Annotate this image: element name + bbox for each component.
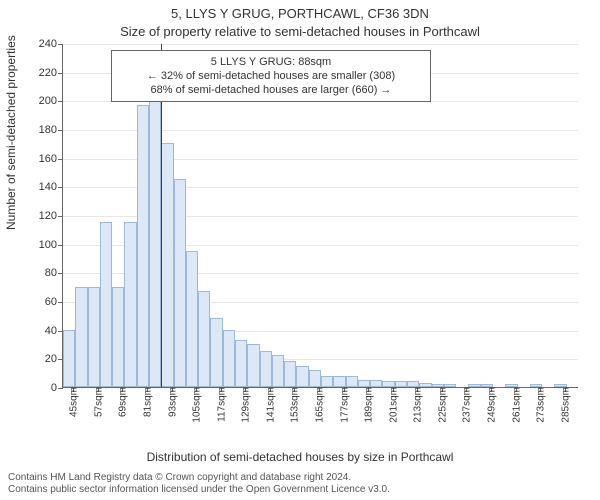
ytick-label: 180 — [39, 124, 63, 136]
plot-area: 02040608010012014016018020022024045sqm57… — [62, 44, 578, 388]
xtick-label: 213sqm — [411, 387, 424, 423]
xtick-label: 117sqm — [214, 387, 227, 422]
xtick-label: 153sqm — [288, 387, 301, 423]
ytick-label: 120 — [39, 210, 63, 222]
xtick-label: 189sqm — [362, 387, 375, 423]
histogram-bar — [75, 287, 87, 387]
ytick-label: 0 — [51, 382, 63, 394]
histogram-bar — [161, 143, 173, 387]
annotation-box: 5 LLYS Y GRUG: 88sqm ← 32% of semi-detac… — [111, 50, 431, 102]
ytick-label: 200 — [39, 95, 63, 107]
histogram-bar — [124, 222, 136, 387]
histogram-bar — [260, 351, 272, 387]
xtick-label: 273sqm — [534, 387, 547, 423]
xtick-label: 93sqm — [165, 387, 178, 417]
xtick-label: 45sqm — [67, 387, 80, 417]
histogram-bar — [210, 318, 222, 387]
chart-title-line2: Size of property relative to semi-detach… — [0, 24, 600, 39]
xtick-label: 237sqm — [460, 387, 473, 423]
xtick-label: 249sqm — [484, 387, 497, 423]
xtick-label: 177sqm — [337, 387, 350, 423]
histogram-bar — [63, 330, 75, 387]
xtick-label: 105sqm — [190, 387, 203, 423]
chart-title-line1: 5, LLYS Y GRUG, PORTHCAWL, CF36 3DN — [0, 6, 600, 21]
xtick-label: 225sqm — [435, 387, 448, 423]
histogram-bar — [309, 370, 321, 387]
x-axis-label: Distribution of semi-detached houses by … — [0, 450, 600, 464]
histogram-bar — [137, 105, 149, 387]
histogram-bar — [149, 79, 161, 387]
ytick-label: 140 — [39, 181, 63, 193]
ytick-label: 100 — [39, 239, 63, 251]
xtick-label: 285sqm — [558, 387, 571, 423]
histogram-bar — [174, 179, 186, 387]
histogram-bar — [296, 366, 308, 388]
gridline — [63, 44, 578, 45]
histogram-bar — [272, 355, 284, 387]
histogram-bar — [88, 287, 100, 387]
xtick-label: 201sqm — [386, 387, 399, 423]
histogram-bar — [284, 361, 296, 387]
histogram-bar — [100, 222, 112, 387]
attribution-line1: Contains HM Land Registry data © Crown c… — [8, 472, 600, 484]
attribution-line2: Contains public sector information licen… — [8, 484, 600, 496]
histogram-bar — [186, 251, 198, 387]
xtick-label: 69sqm — [116, 387, 129, 417]
ytick-label: 80 — [45, 267, 63, 279]
xtick-label: 261sqm — [509, 387, 522, 423]
histogram-bar — [247, 344, 259, 387]
histogram-bar — [370, 380, 382, 387]
ytick-label: 220 — [39, 67, 63, 79]
annotation-line2: ← 32% of semi-detached houses are smalle… — [120, 69, 422, 83]
ytick-label: 240 — [39, 38, 63, 50]
xtick-label: 165sqm — [312, 387, 325, 423]
y-axis-label: Number of semi-detached properties — [4, 35, 18, 230]
histogram-bar — [112, 287, 124, 387]
histogram-bar — [346, 376, 358, 387]
attribution: Contains HM Land Registry data © Crown c… — [0, 472, 600, 496]
xtick-label: 129sqm — [239, 387, 252, 423]
chart-container: 5, LLYS Y GRUG, PORTHCAWL, CF36 3DN Size… — [0, 0, 600, 500]
histogram-bar — [235, 340, 247, 387]
histogram-bar — [358, 380, 370, 387]
xtick-label: 81sqm — [140, 387, 153, 417]
histogram-bar — [198, 291, 210, 387]
ytick-label: 20 — [45, 353, 63, 365]
histogram-bar — [321, 376, 333, 387]
ytick-label: 60 — [45, 296, 63, 308]
ytick-label: 40 — [45, 325, 63, 337]
xtick-label: 57sqm — [91, 387, 104, 417]
annotation-line3: 68% of semi-detached houses are larger (… — [120, 83, 422, 97]
annotation-line1: 5 LLYS Y GRUG: 88sqm — [120, 55, 422, 69]
histogram-bar — [333, 376, 345, 387]
ytick-label: 160 — [39, 153, 63, 165]
xtick-label: 141sqm — [263, 387, 276, 423]
histogram-bar — [223, 330, 235, 387]
